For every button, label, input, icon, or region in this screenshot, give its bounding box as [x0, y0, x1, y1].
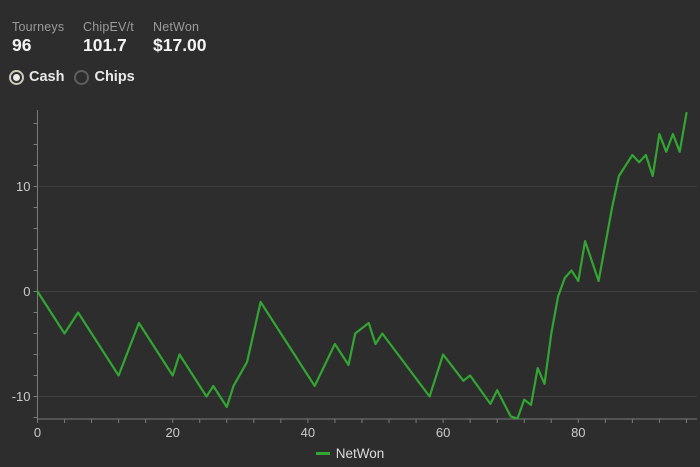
legend-series-label: NetWon	[335, 446, 385, 461]
chart-legend: NetWon	[0, 446, 700, 461]
radio-chips-circle-icon[interactable]	[74, 69, 90, 85]
stat-chipev-label: ChipEV/t	[83, 20, 134, 34]
radio-chips[interactable]: Chips	[74, 69, 135, 85]
stats-bar: Tourneys 96 ChipEV/t 101.7 NetWon $17.00	[12, 20, 207, 56]
radio-cash-label: Cash	[29, 69, 65, 85]
stat-networn-value: $17.00	[153, 35, 207, 55]
netwon-line	[36, 111, 688, 420]
x-tick-label: 0	[34, 425, 41, 440]
stat-chipev: ChipEV/t 101.7	[83, 20, 153, 56]
x-tick-label: 40	[301, 425, 315, 440]
radio-cash-circle-icon[interactable]	[9, 69, 24, 85]
y-tick-label: 0	[23, 284, 30, 299]
y-tick-label: 10	[16, 179, 30, 194]
stat-tourneys-label: Tourneys	[12, 20, 65, 34]
stat-tourneys: Tourneys 96	[12, 20, 83, 56]
stat-networn: NetWon $17.00	[153, 20, 207, 56]
display-mode-radios: Cash Chips	[9, 69, 135, 85]
x-tick-label: 80	[571, 425, 585, 440]
x-tick-label: 60	[436, 425, 450, 440]
x-tick-label: 20	[165, 425, 179, 440]
radio-cash[interactable]: Cash	[9, 69, 64, 85]
stat-tourneys-value: 96	[12, 35, 32, 55]
y-tick-label: -10	[12, 389, 31, 404]
legend-line-swatch-icon	[315, 452, 330, 455]
radio-chips-label: Chips	[94, 69, 135, 85]
stat-chipev-value: 101.7	[83, 35, 127, 55]
stat-networn-label: NetWon	[153, 20, 200, 34]
